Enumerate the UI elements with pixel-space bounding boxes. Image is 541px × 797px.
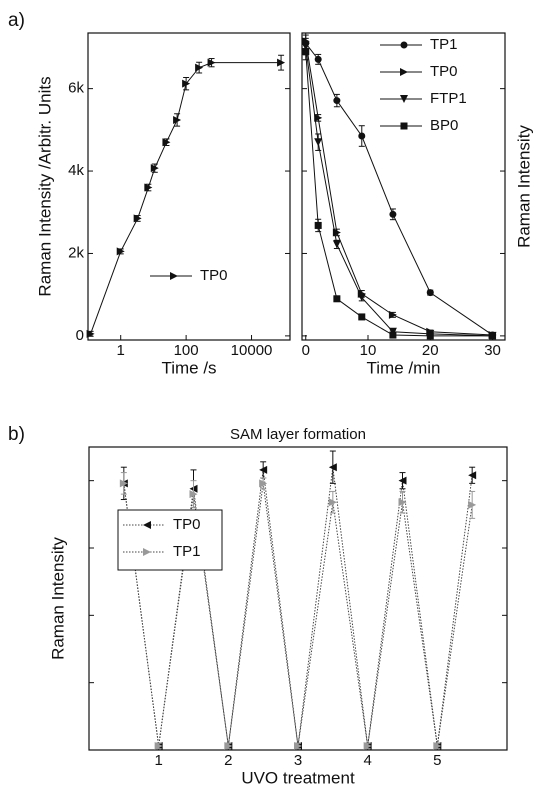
x-tick-label: 100 xyxy=(174,342,199,359)
y-axis-label: Raman Intensity xyxy=(514,125,533,248)
marker xyxy=(144,183,153,192)
series-line xyxy=(90,62,282,334)
marker xyxy=(357,293,366,302)
marker xyxy=(426,289,434,297)
marker xyxy=(468,500,477,509)
marker xyxy=(259,479,268,488)
x-tick-label: 2 xyxy=(224,752,232,769)
marker xyxy=(207,58,216,67)
marker xyxy=(400,95,408,103)
x-tick-label: 10 xyxy=(360,342,377,359)
marker xyxy=(259,465,268,474)
marker xyxy=(133,214,142,223)
chart-title: SAM layer formation xyxy=(230,426,366,443)
marker xyxy=(358,132,366,140)
x-axis-label: Time /min xyxy=(367,358,441,377)
marker xyxy=(116,247,125,256)
marker xyxy=(294,741,302,750)
y-tick-label: 4k xyxy=(68,162,84,179)
marker xyxy=(143,521,151,529)
marker xyxy=(358,313,366,321)
legend-label: BP0 xyxy=(430,117,458,134)
x-axis-label: Time /s xyxy=(161,358,216,377)
marker xyxy=(489,332,497,340)
marker xyxy=(398,476,407,485)
marker xyxy=(86,329,95,338)
marker xyxy=(143,548,151,556)
marker xyxy=(170,272,178,280)
marker xyxy=(182,79,191,88)
marker xyxy=(400,41,408,49)
marker xyxy=(119,479,128,488)
marker xyxy=(389,210,397,218)
x-tick-label: 4 xyxy=(363,752,371,769)
marker xyxy=(389,331,397,339)
legend-label: TP0 xyxy=(173,516,201,533)
marker xyxy=(433,741,442,750)
marker xyxy=(314,221,322,229)
marker xyxy=(388,310,397,319)
marker xyxy=(314,113,323,122)
plot-frame xyxy=(301,32,506,341)
legend-label: TP1 xyxy=(173,543,201,560)
legend-label: FTP1 xyxy=(430,90,467,107)
x-tick-label: 3 xyxy=(294,752,302,769)
x-tick-label: 1 xyxy=(154,752,162,769)
marker xyxy=(400,122,408,130)
x-tick-label: 20 xyxy=(422,342,439,359)
y-tick-label: 2k xyxy=(68,244,84,261)
marker xyxy=(173,115,182,124)
marker xyxy=(400,68,408,76)
marker xyxy=(195,63,204,72)
x-tick-label: 0 xyxy=(302,342,310,359)
marker xyxy=(277,58,286,67)
marker xyxy=(314,138,323,147)
x-axis-label: UVO treatment xyxy=(241,768,355,787)
marker xyxy=(468,471,477,480)
marker xyxy=(398,498,407,507)
plot-frame xyxy=(88,446,508,751)
legend-label: TP1 xyxy=(430,36,458,53)
marker xyxy=(426,332,434,340)
y-tick-label: 6k xyxy=(68,80,84,97)
x-tick-label: 1 xyxy=(117,342,125,359)
x-tick-label: 5 xyxy=(433,752,441,769)
marker xyxy=(328,498,337,507)
panel-label: b) xyxy=(8,424,25,445)
marker xyxy=(332,240,341,249)
legend-label: TP0 xyxy=(430,63,458,80)
marker xyxy=(333,97,341,105)
marker xyxy=(363,741,372,750)
plot-frame xyxy=(87,32,291,341)
marker xyxy=(189,490,198,499)
y-axis-label: Raman Intensity /Arbitr. Units xyxy=(35,76,54,296)
y-axis-label: Raman Intensity xyxy=(48,537,67,660)
series-line xyxy=(305,41,493,336)
marker xyxy=(224,741,233,750)
panel-label: a) xyxy=(8,10,25,31)
series-line xyxy=(123,467,473,747)
x-tick-label: 10000 xyxy=(231,342,273,359)
series-line xyxy=(305,42,493,336)
x-tick-label: 30 xyxy=(484,342,501,359)
y-tick-label: 0 xyxy=(76,327,84,344)
marker xyxy=(302,48,310,56)
marker xyxy=(314,55,322,63)
marker xyxy=(154,741,163,750)
legend-label: TP0 xyxy=(200,267,228,284)
marker xyxy=(162,138,171,147)
marker xyxy=(333,295,341,303)
legend-frame xyxy=(117,509,223,571)
marker xyxy=(328,463,337,472)
marker xyxy=(150,164,159,173)
